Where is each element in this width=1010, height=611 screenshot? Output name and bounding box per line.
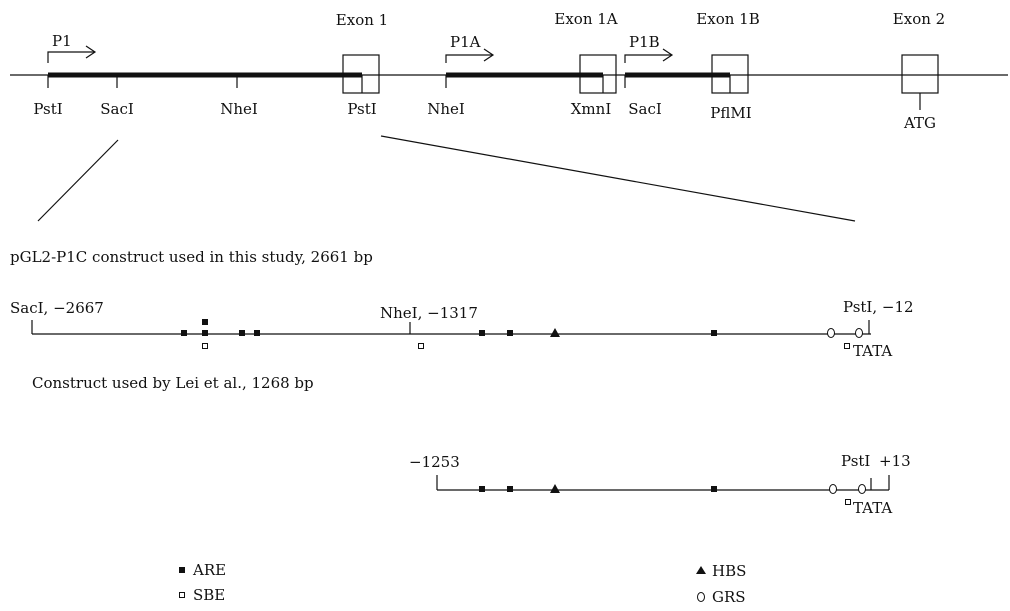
legend-grs-label: GRS xyxy=(712,588,746,606)
are-marker xyxy=(711,330,717,336)
exon-1-box xyxy=(342,54,380,94)
construct-2-right-label: +13 xyxy=(879,452,911,470)
sbe-marker xyxy=(844,343,850,349)
grs-marker xyxy=(827,328,835,338)
construct-1-right-label: PstI, −12 xyxy=(843,298,914,316)
construct-1-tata-label: TATA xyxy=(853,342,892,360)
promoter-p1b-label: P1B xyxy=(629,33,660,51)
construct-2-left-label: −1253 xyxy=(409,453,460,471)
exon-1a-label: Exon 1A xyxy=(554,10,617,28)
sbe-marker xyxy=(202,343,208,349)
gene-map: Exon 1 Exon 1A Exon 1B Exon 2 P1 P1A P1B xyxy=(10,10,1008,132)
construct-1-left-label: SacI, −2667 xyxy=(10,299,104,317)
grs-marker xyxy=(858,484,866,494)
construct-2-title: Construct used by Lei et al., 1268 bp xyxy=(32,374,314,392)
are-marker xyxy=(254,330,260,336)
promoter-p1b-arrow: P1B xyxy=(624,33,674,63)
zoom-guide-left xyxy=(37,139,119,222)
construct-1-title: pGL2-P1C construct used in this study, 2… xyxy=(10,248,373,266)
are-marker xyxy=(181,330,187,336)
site-label-atg: ATG xyxy=(903,114,936,132)
site-label-psti-exon1: PstI xyxy=(347,100,376,118)
legend-sbe-label: SBE xyxy=(193,586,225,604)
site-label-pflmi: PflMI xyxy=(710,104,751,122)
construct-1-mid-label: NheI, −1317 xyxy=(380,304,478,322)
legend-are-label: ARE xyxy=(192,561,226,579)
promoter-p1a-arrow: P1A xyxy=(445,33,495,63)
are-marker xyxy=(202,319,208,325)
construct-2: −1253 PstI +13 TATA xyxy=(409,452,911,517)
construct-1: pGL2-P1C construct used in this study, 2… xyxy=(10,248,914,392)
exon-1-label: Exon 1 xyxy=(336,11,388,29)
hbs-marker xyxy=(550,484,560,493)
legend-grs-symbol xyxy=(697,592,705,602)
legend-sbe-symbol xyxy=(179,592,185,598)
site-label-psti: PstI xyxy=(33,100,62,118)
are-marker xyxy=(239,330,245,336)
site-label-saci: SacI xyxy=(100,100,134,118)
legend: ARE SBE HBS GRS xyxy=(179,561,746,606)
are-marker xyxy=(507,486,513,492)
are-marker xyxy=(507,330,513,336)
legend-hbs-symbol xyxy=(696,566,706,574)
zoom-guide-right xyxy=(380,135,856,222)
legend-are-symbol xyxy=(179,567,185,573)
construct-2-psti-label: PstI xyxy=(841,452,870,470)
sbe-marker xyxy=(418,343,424,349)
promoter-p1a-label: P1A xyxy=(450,33,481,51)
exon-1a-box xyxy=(579,54,617,94)
are-marker xyxy=(202,330,208,336)
are-marker xyxy=(479,330,485,336)
site-label-xmni: XmnI xyxy=(571,100,612,118)
promoter-p1-label: P1 xyxy=(52,32,72,50)
hbs-marker xyxy=(550,328,560,337)
grs-marker xyxy=(855,328,863,338)
site-label-nhei: NheI xyxy=(220,100,258,118)
legend-hbs-label: HBS xyxy=(712,562,746,580)
construct-2-tata-label: TATA xyxy=(853,499,892,517)
exon-2-box xyxy=(901,54,939,94)
site-label-nhei-p1a: NheI xyxy=(427,100,465,118)
grs-marker xyxy=(829,484,837,494)
exon-2-label: Exon 2 xyxy=(893,10,945,28)
exon-1b-label: Exon 1B xyxy=(696,10,759,28)
site-label-saci-p1b: SacI xyxy=(628,100,662,118)
promoter-p1-arrow: P1 xyxy=(47,32,97,63)
are-marker xyxy=(479,486,485,492)
are-marker xyxy=(711,486,717,492)
sbe-marker xyxy=(845,499,851,505)
